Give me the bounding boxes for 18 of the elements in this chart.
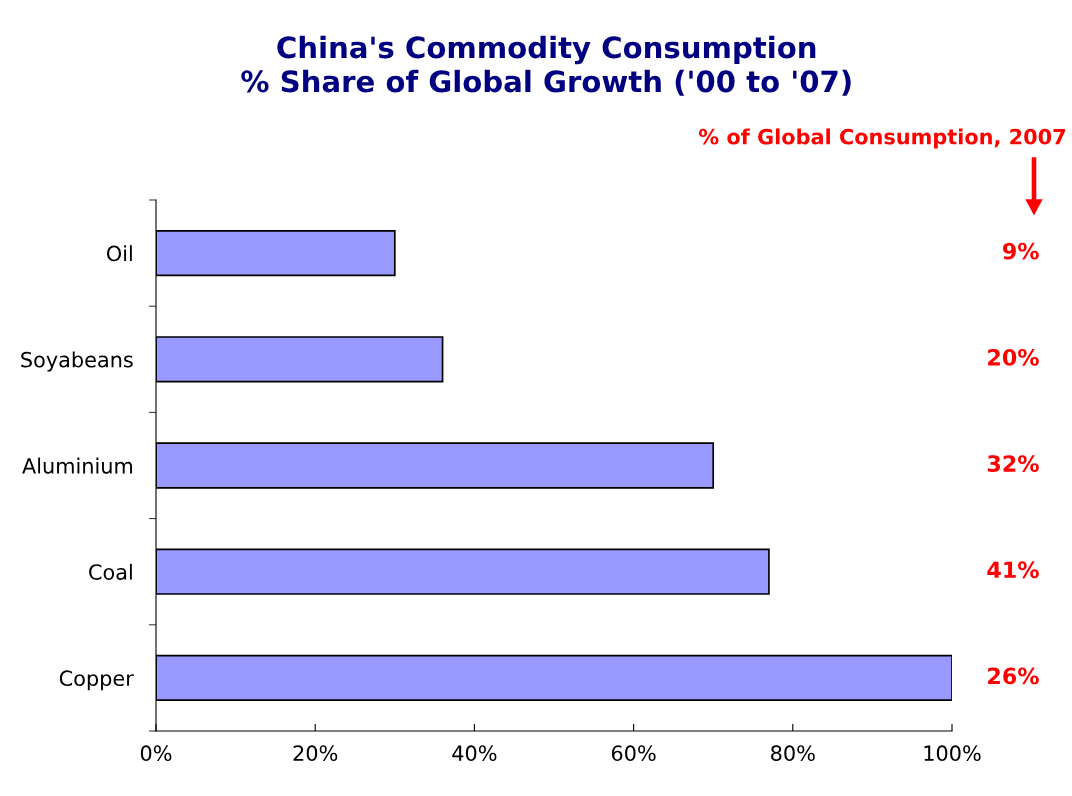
text: 20% [988, 348, 1039, 366]
x-tick-label: 80% [771, 745, 815, 762]
x-tick-label: 40% [452, 745, 497, 762]
text: 26% [988, 667, 1039, 685]
x-tick-label: 20% [293, 745, 338, 762]
y-tick-label: Oil [106, 245, 132, 262]
text: 32% [987, 455, 1039, 472]
x-tick-label: 60% [611, 745, 656, 762]
y-tick-label: Copper [59, 670, 134, 691]
text: 41% [987, 561, 1039, 579]
chart-title: China's Commodity Consumption % Share of Global Growth ('00 to '07) [241, 35, 851, 96]
y-tick-label: Coal [89, 563, 132, 580]
x-tick-label: 0% [140, 745, 172, 762]
y-tick-label: Aluminium [22, 457, 133, 474]
x-tick-label: 100% [924, 745, 981, 762]
y-tick-label: Soyabeans [21, 351, 133, 372]
text: 9% [1002, 242, 1039, 260]
text: % of Global Consumption, 2007 [698, 128, 1065, 149]
